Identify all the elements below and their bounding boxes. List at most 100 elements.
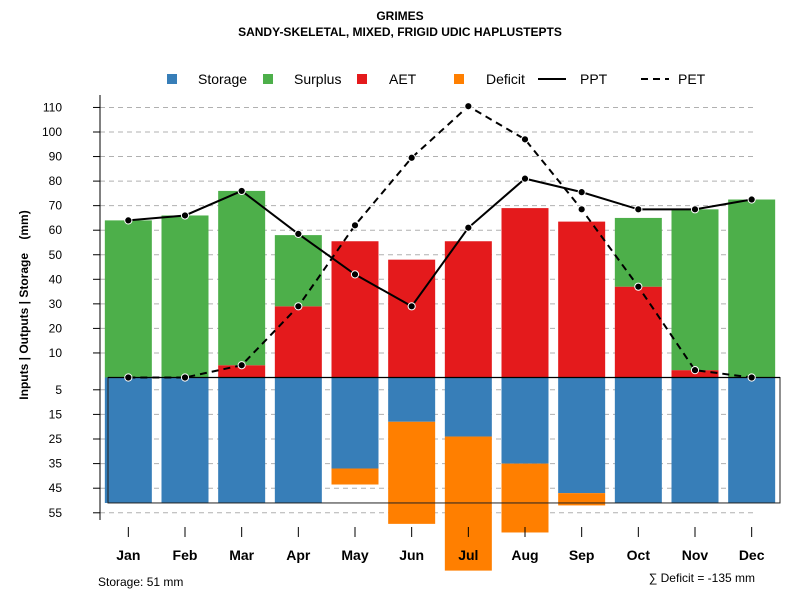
legend-label-pet: PET: [678, 71, 706, 87]
pet-point: [237, 361, 246, 370]
surplus-bar: [671, 209, 719, 371]
upper-bars: [104, 190, 776, 378]
storage-frame: [107, 376, 781, 504]
ppt-point: [577, 188, 586, 197]
storage-bar: [388, 377, 436, 422]
y-tick-label: 5: [55, 383, 62, 397]
y-tick-label: 60: [49, 223, 63, 237]
surplus-bar: [161, 215, 209, 378]
pet-point: [520, 135, 530, 144]
pet-point: [350, 221, 360, 230]
surplus-bar: [728, 199, 776, 378]
y-tick-label: 50: [49, 248, 63, 262]
y-tick-label: 90: [49, 150, 63, 164]
y-tick-label: 110: [43, 100, 62, 114]
chart-title: GRIMES: [376, 9, 423, 23]
storage-bar: [501, 377, 549, 464]
storage-bar: [728, 377, 776, 503]
ppt-point: [124, 216, 133, 225]
ppt-point: [747, 195, 756, 204]
ppt-point: [407, 302, 416, 311]
aet-bar: [388, 259, 436, 378]
y-tick-label: 70: [49, 199, 63, 213]
storage-bar: [558, 377, 606, 494]
deficit-bar: [501, 463, 549, 533]
storage-bar: [331, 377, 379, 469]
x-tick-label-jun: Jun: [399, 547, 424, 563]
deficit-bar: [331, 468, 379, 485]
y-tick-label: 55: [49, 506, 63, 520]
storage-bar: [614, 377, 662, 503]
deficit-bar: [444, 436, 492, 571]
ppt-point: [690, 205, 700, 214]
aet-bar: [274, 306, 322, 378]
deficit-bar: [558, 493, 606, 506]
legend-swatch-storage: [167, 74, 177, 84]
pet-point: [294, 302, 303, 311]
ppt-point: [180, 211, 190, 220]
deficit-bar: [388, 421, 436, 524]
legend-label-surplus: Surplus: [294, 71, 341, 87]
y-tick-label: 40: [49, 272, 63, 286]
y-tick-label: 100: [42, 125, 62, 139]
x-axis: Jan Feb Mar Apr May Jun Jul Aug Sep Oct Nov Dec: [116, 527, 765, 563]
y-tick-label: 25: [49, 432, 63, 446]
x-tick-label-aug: Aug: [511, 547, 538, 563]
legend: Storage Surplus AET Deficit PPT PET: [167, 71, 706, 87]
ppt-point: [520, 174, 530, 183]
lower-bars: [104, 377, 776, 571]
ppt-point: [350, 270, 360, 279]
pet-point: [407, 153, 416, 162]
aet-bar: [501, 208, 549, 378]
x-tick-label-mar: Mar: [229, 547, 254, 563]
storage-bar: [444, 377, 492, 437]
pet-point: [577, 205, 586, 214]
storage-bar: [161, 377, 209, 503]
y-tick-label: 80: [49, 174, 63, 188]
aet-bar: [558, 221, 606, 378]
y-tick-label: 10: [49, 346, 63, 360]
x-tick-label-jan: Jan: [116, 547, 140, 563]
surplus-bar: [104, 220, 152, 378]
surplus-bar: [218, 190, 266, 366]
x-tick-label-apr: Apr: [286, 547, 311, 563]
surplus-bar: [614, 217, 662, 287]
legend-swatch-surplus: [263, 74, 273, 84]
series-lines: [124, 102, 756, 382]
x-tick-label-jul: Jul: [458, 547, 478, 563]
aet-bar: [444, 241, 492, 378]
ppt-point: [237, 186, 246, 196]
y-tick-label: 30: [49, 297, 63, 311]
legend-label-storage: Storage: [198, 71, 247, 87]
y-tick-label: 20: [49, 321, 63, 335]
x-tick-label-dec: Dec: [739, 547, 765, 563]
legend-swatch-deficit: [454, 74, 464, 84]
y-tick-label: 15: [49, 407, 63, 421]
chart-subtitle: SANDY-SKELETAL, MIXED, FRIGID UDIC HAPLU…: [238, 25, 562, 39]
ppt-point: [464, 223, 473, 232]
ppt-line: [128, 177, 752, 308]
storage-bar: [218, 377, 266, 503]
y-tick-label: 45: [49, 481, 63, 495]
y-axis-label: Inputs | Outputs | Storage (mm): [17, 210, 31, 399]
x-tick-label-oct: Oct: [627, 547, 651, 563]
storage-bar: [671, 377, 719, 503]
surplus-bar: [274, 235, 322, 307]
storage-note: Storage: 51 mm: [98, 575, 183, 589]
legend-label-deficit: Deficit: [486, 71, 525, 87]
pet-point: [690, 366, 700, 375]
x-tick-label-may: May: [341, 547, 368, 563]
pet-point: [124, 373, 133, 382]
legend-label-ppt: PPT: [580, 71, 608, 87]
aet-bar: [614, 286, 662, 378]
y-tick-label: 35: [49, 457, 63, 471]
pet-point: [634, 282, 643, 291]
x-tick-label-nov: Nov: [682, 547, 709, 563]
deficit-note: ∑ Deficit = -135 mm: [649, 571, 755, 585]
pet-point: [464, 102, 473, 111]
pet-point: [180, 373, 190, 382]
pet-point: [747, 373, 756, 382]
x-tick-label-feb: Feb: [173, 547, 198, 563]
legend-swatch-aet: [357, 74, 367, 84]
